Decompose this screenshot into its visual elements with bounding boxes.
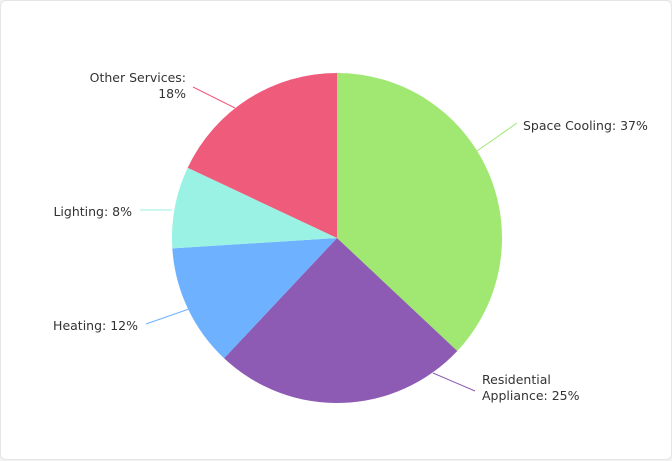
pie-slice-heating[interactable] — [172, 238, 337, 359]
pie-slice-lighting[interactable] — [172, 167, 337, 249]
pie-slice-other-services[interactable] — [187, 73, 337, 238]
connector-line-residential-appliance — [432, 372, 476, 392]
connector-line-heating — [145, 308, 190, 325]
slice-label-heating: Heating: 12% — [53, 318, 138, 333]
pie-slice-space-cooling[interactable] — [337, 73, 502, 351]
connector-line-space-cooling — [476, 122, 518, 152]
slice-label-residential-appliance: Residential Appliance: 25% — [482, 372, 580, 403]
slice-label-lighting: Lighting: 8% — [53, 204, 132, 219]
connector-line-other-services — [192, 86, 236, 109]
slice-label-other-services: Other Services: 18% — [90, 70, 186, 101]
pie-slice-residential-appliance[interactable] — [224, 238, 458, 403]
slice-label-space-cooling: Space Cooling: 37% — [523, 118, 648, 133]
